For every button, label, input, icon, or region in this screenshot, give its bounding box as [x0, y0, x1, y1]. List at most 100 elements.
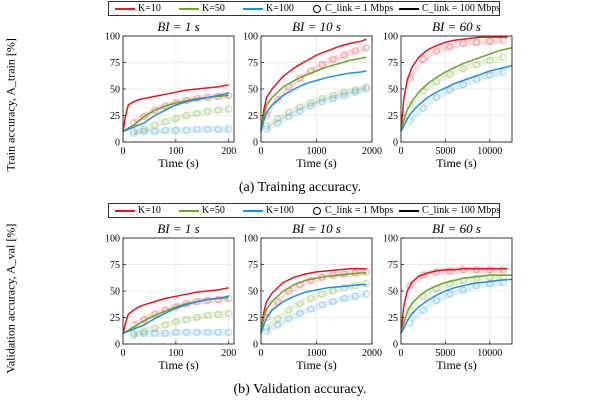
fig0-p0-xtick-label-0: 0 — [121, 146, 126, 157]
fig1-p1-marker-k100-2 — [285, 314, 293, 323]
caption-b: (b) Validation accuracy. — [233, 382, 367, 397]
legend-b-k100: K=100 — [243, 205, 294, 217]
fig0-p1-marker-k100-0 — [262, 125, 271, 133]
fig1-p0-marker-k50-2 — [151, 324, 159, 332]
fig1-p1-ytick-label-1: 25 — [248, 313, 258, 324]
fig0-p0-xlabel: Time (s) — [158, 156, 199, 170]
fig1-p2-marker-k50-3 — [446, 279, 454, 288]
fig0-p1-ytick-label-0: 0 — [253, 138, 258, 149]
fig0-p2-ytick-label-1: 25 — [388, 111, 398, 122]
fig1-p0-ytick-label-0: 0 — [115, 340, 120, 351]
fig0-p0-marker-k10-3 — [161, 102, 169, 110]
fig0-p0-marker-k100-2 — [151, 127, 159, 136]
fig1-p0-ytick-label-4: 100 — [105, 234, 120, 245]
fig0-p1-marker-k50-4 — [307, 99, 315, 107]
legend-a-k100: K=100 — [243, 3, 294, 15]
fig1-p0-title: BI = 1 s — [157, 221, 199, 236]
fig1-p2-marker-k100-2 — [432, 296, 441, 305]
fig1-p2-marker-k100-4 — [459, 286, 467, 294]
fig0-p2-marker-k100-3 — [446, 86, 454, 94]
fig0-p2-ytick-label-3: 75 — [388, 58, 398, 69]
fig1-p2-ytick-label-1: 25 — [388, 313, 398, 324]
fig0-p1-marker-k100-3 — [296, 107, 304, 115]
fig1-p1-marker-k50-0 — [262, 324, 271, 332]
caption-a: (a) Training accuracy. — [238, 180, 362, 195]
fig0-p1-ytick-label-4: 100 — [243, 32, 258, 43]
fig1-p1-marker-k100-9 — [362, 290, 371, 298]
fig1-p1-marker-k50-3 — [296, 300, 304, 308]
fig1-p2-marker-k50-4 — [459, 276, 467, 285]
fig0-p2-marker-k10-5 — [472, 38, 481, 47]
fig0-p0-ytick-label-3: 75 — [110, 58, 120, 69]
fig0-p2-ytick-label-0: 0 — [393, 138, 398, 149]
fig1-p2-marker-k50-5 — [472, 274, 481, 282]
fig1-p0-xtick-label-0: 0 — [121, 348, 126, 359]
legend-a-c100: C_link = 100 Mbps — [399, 3, 500, 15]
fig0-p0-band-k100 — [133, 126, 229, 135]
fig0-p1-marker-k10-4 — [307, 67, 315, 75]
fig1-p0-marker-k100-8 — [214, 328, 222, 337]
fig1-p1-marker-k100-3 — [296, 309, 304, 317]
fig1-p0-marker-k50-7 — [203, 311, 212, 320]
fig0-p0-ytick-label-1: 25 — [110, 111, 120, 122]
fig1-p0-ytick-label-3: 75 — [110, 260, 120, 271]
fig0-p1-marker-k100-8 — [351, 88, 360, 96]
fig1-p2-line-k100 — [400, 278, 513, 334]
fig0-p0-marker-k10-2 — [151, 106, 159, 114]
fig0-p1-band-k100 — [266, 85, 367, 133]
fig0-p1-marker-k50-1 — [273, 114, 282, 123]
fig1-p0-marker-k100-9 — [225, 328, 233, 337]
fig1-p1-line-k100 — [260, 283, 367, 334]
fig1-p1-line-k10 — [260, 267, 367, 334]
fig0-p0-marker-k50-2 — [151, 121, 159, 129]
legend-a: K=10 K=50 K=100 C_link = 1 Mbps C_link =… — [108, 1, 500, 16]
fig0-p0-marker-k100-8 — [214, 125, 222, 133]
fig1-p0-line-k100 — [122, 295, 229, 335]
fig1-p1-ytick-label-0: 0 — [253, 340, 258, 351]
fig1-p1-marker-k100-0 — [262, 327, 271, 335]
fig0-p0-marker-k100-9 — [225, 125, 233, 133]
fig0-p2-marker-k100-1 — [419, 104, 427, 112]
fig0-p2-line-k50 — [400, 46, 513, 132]
fig0-p0-marker-k100-5 — [182, 126, 191, 135]
fig1-p2-ytick-label-2: 50 — [388, 287, 398, 298]
fig0-p1-xlabel: Time (s) — [296, 156, 337, 170]
fig1-p0-marker-k50-9 — [225, 309, 233, 317]
fig0-p1-marker-k10-5 — [318, 60, 326, 69]
fig0-p2-marker-k50-0 — [406, 101, 414, 109]
fig0-p2-title: BI = 60 s — [432, 19, 481, 34]
fig1-p2-marker-k10-5 — [472, 266, 481, 274]
fig0-p2-marker-k50-5 — [472, 60, 481, 69]
fig1-p0-marker-k100-4 — [172, 328, 180, 337]
fig0-p0-band-k50 — [133, 105, 229, 137]
fig0-p1-ytick-label-2: 50 — [248, 85, 258, 96]
fig0-p0-marker-k100-1 — [140, 127, 148, 136]
fig1-p0-xlabel: Time (s) — [158, 358, 199, 372]
fig0-p1-marker-k100-5 — [318, 98, 326, 106]
legend-b-k10: K=10 — [115, 205, 161, 217]
legend-a-c1: C_link = 1 Mbps — [313, 3, 393, 15]
legend-b-c1: C_link = 1 Mbps — [313, 205, 393, 217]
fig0-p0-xtick-label-2: 200 — [221, 146, 236, 157]
fig0-p0-marker-k100-3 — [161, 126, 169, 135]
fig0-p2-ytick-label-2: 50 — [388, 85, 398, 96]
fig1-p1-ytick-label-4: 100 — [243, 234, 258, 245]
fig1-p2-xlabel: Time (s) — [436, 358, 477, 372]
fig0-p2-marker-k10-3 — [446, 42, 454, 51]
fig1-p0-marker-k100-6 — [193, 328, 201, 337]
fig1-p0-marker-k100-0 — [129, 329, 138, 338]
fig1-p1-xtick-label-0: 0 — [259, 348, 264, 359]
fig0-p1-marker-k50-9 — [362, 83, 371, 91]
fig0-p1-marker-k50-7 — [340, 88, 348, 96]
fig0-p2-marker-k100-4 — [459, 81, 467, 89]
fig1-p1-marker-k50-5 — [318, 290, 326, 298]
fig1-p1-ytick-label-2: 50 — [248, 287, 258, 298]
fig1-p1-marker-k100-7 — [340, 294, 348, 303]
fig0-p2-marker-k50-6 — [486, 56, 494, 65]
fig0-p1-xtick-label-1: 1000 — [307, 146, 327, 157]
fig0-p1-marker-k50-5 — [318, 94, 326, 103]
fig1-p0-band-k10 — [133, 295, 229, 329]
fig1-p1-title: BI = 10 s — [292, 221, 341, 236]
fig0-p1-line-k50 — [260, 56, 367, 132]
